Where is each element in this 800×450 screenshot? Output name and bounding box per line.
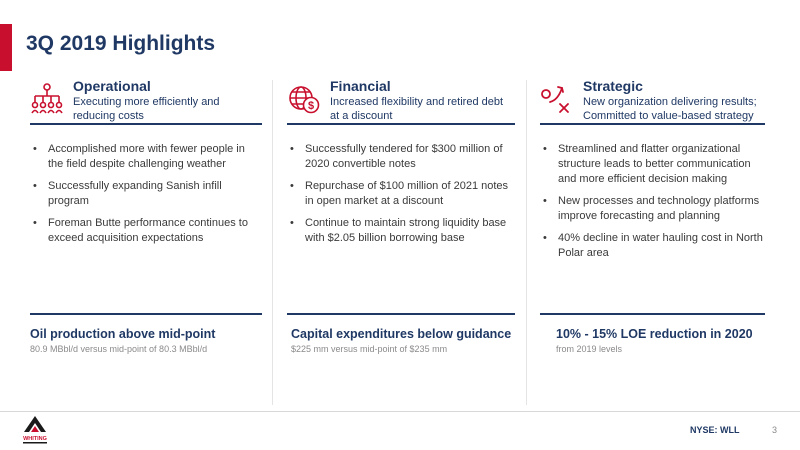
title-accent-bar [0,24,12,71]
org-chart-icon [31,83,63,114]
bullet-item: Streamlined and flatter organizational s… [540,142,765,187]
svg-text:$: $ [308,100,314,112]
strategic-callout: 10% - 15% LOE reduction in 2020 from 201… [556,326,771,355]
strategic-header: Strategic New organization delivering re… [540,78,765,125]
column-divider [526,80,527,405]
bullet-item: Accomplished more with fewer people in t… [30,142,262,172]
bullet-item: Repurchase of $100 million of 2021 notes… [287,179,515,209]
column-subtitle: Executing more efficiently and reducing … [73,96,220,122]
financial-callout: Capital expenditures below guidance $225… [291,326,516,355]
operational-header: Operational Executing more efficiently a… [30,78,262,125]
callout-separator [540,313,765,315]
callout-separator [30,313,262,315]
page-title: 3Q 2019 Highlights [26,32,216,55]
svg-text:WHITING: WHITING [23,436,47,442]
bullet-item: Foreman Butte performance continues to e… [30,216,262,246]
column-title: Strategic [583,78,643,94]
callout-subtitle: $225 mm versus mid-point of $235 mm [291,344,448,354]
callout-separator [287,313,515,315]
bullet-item: Successfully expanding Sanish infill pro… [30,179,262,209]
bullet-item: Continue to maintain strong liquidity ba… [287,216,515,246]
bullet-list: Accomplished more with fewer people in t… [30,142,262,246]
footer-rule [0,411,800,412]
whiting-logo: WHITING [23,416,47,444]
strategic-column: Strategic New organization delivering re… [540,78,765,268]
operational-column: Operational Executing more efficiently a… [30,78,262,253]
bullet-item: New processes and technology platforms i… [540,194,765,224]
column-subtitle: Increased flexibility and retired debt a… [330,96,504,122]
column-divider [272,80,273,405]
bullet-item: 40% decline in water hauling cost in Nor… [540,231,765,261]
bullet-item: Successfully tendered for $300 million o… [287,142,515,172]
strategy-play-icon [541,86,569,113]
callout-title: Capital expenditures below guidance [291,327,512,341]
bullet-list: Successfully tendered for $300 million o… [287,142,515,246]
callout-title: 10% - 15% LOE reduction in 2020 [556,327,753,341]
callout-subtitle: from 2019 levels [556,344,623,354]
column-title: Operational [73,78,151,94]
ticker-symbol: NYSE: WLL [690,425,740,435]
financial-column: $ Financial Increased flexibility and re… [287,78,515,253]
globe-dollar-icon: $ [289,86,320,114]
callout-subtitle: 80.9 MBbl/d versus mid-point of 80.3 MBb… [30,344,208,354]
column-title: Financial [330,78,391,94]
callout-title: Oil production above mid-point [30,327,216,341]
column-subtitle: New organization delivering results; Com… [583,96,757,122]
operational-callout: Oil production above mid-point 80.9 MBbl… [30,326,265,355]
bullet-list: Streamlined and flatter organizational s… [540,142,765,261]
page-number: 3 [772,425,778,435]
financial-header: $ Financial Increased flexibility and re… [287,78,515,125]
